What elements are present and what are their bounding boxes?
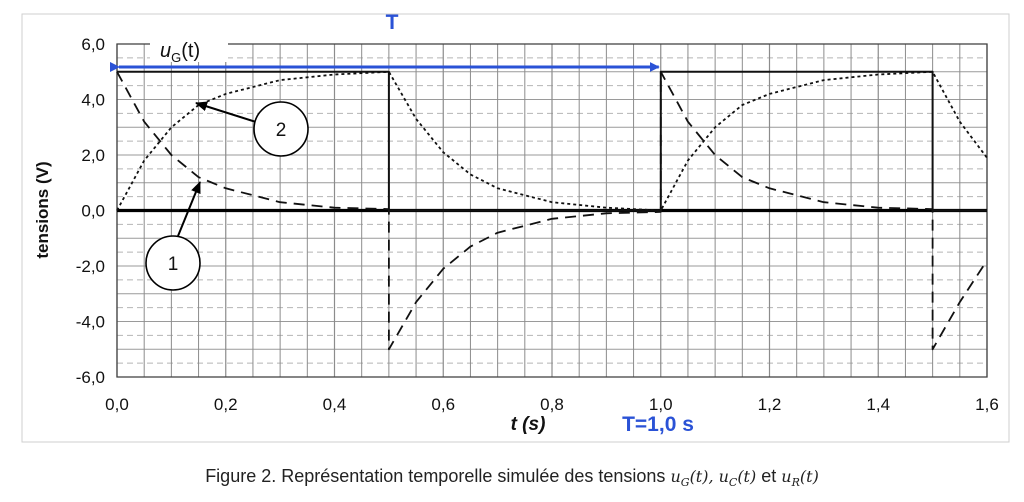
callout-1-leader (177, 181, 201, 237)
y-tick-label: -6,0 (76, 368, 105, 387)
y-tick-label: 0,0 (81, 202, 105, 221)
x-tick-label: 0,2 (214, 395, 238, 414)
ug-label-box (150, 38, 228, 62)
x-tick-label: 0,4 (323, 395, 347, 414)
period-label-top: T (386, 11, 399, 34)
x-tick-label: 0,0 (105, 395, 129, 414)
callout-1-circle (145, 235, 201, 291)
series-line-2 (116, 70, 988, 351)
chart: 6,0 4,0 2,0 0,0 -2,0 -4,0 -6,0 0,0 0,2 0,4 0,6 0,8… (21, 11, 1010, 443)
callout-1-label: 1 (168, 254, 179, 275)
caption-text: Figure 2. Représentation temporelle simu… (205, 466, 666, 486)
y-tick-label: 4,0 (81, 91, 105, 110)
x-tick-label: 1,6 (975, 395, 999, 414)
series-group (116, 70, 988, 351)
y-tick-label: 6,0 (81, 35, 105, 54)
x-tick-label: 1,4 (866, 395, 890, 414)
figure-caption: Figure 2. Représentation temporelle simu… (205, 466, 819, 490)
x-axis-label: t (s) (511, 414, 546, 435)
callout-2-label: 2 (276, 120, 287, 141)
y-tick-labels: 6,0 4,0 2,0 0,0 -2,0 -4,0 -6,0 (76, 35, 105, 387)
x-tick-label: 1,0 (649, 395, 673, 414)
y-tick-label: 2,0 (81, 146, 105, 165)
x-tick-label: 0,6 (431, 395, 455, 414)
x-tick-label: 1,2 (758, 395, 782, 414)
callout-2-leader (195, 101, 257, 123)
ug-label: uG(t) (160, 40, 200, 65)
x-tick-labels: 0,0 0,2 0,4 0,6 0,8 1,0 1,2 1,4 1,6 (105, 395, 999, 414)
callout-2-circle (253, 101, 309, 157)
y-tick-label: -4,0 (76, 313, 105, 332)
period-label-bottom: T=1,0 s (622, 413, 694, 436)
y-axis-label: tensions (V) (33, 161, 52, 258)
x-tick-label: 0,8 (540, 395, 564, 414)
y-tick-label: -2,0 (76, 257, 105, 276)
